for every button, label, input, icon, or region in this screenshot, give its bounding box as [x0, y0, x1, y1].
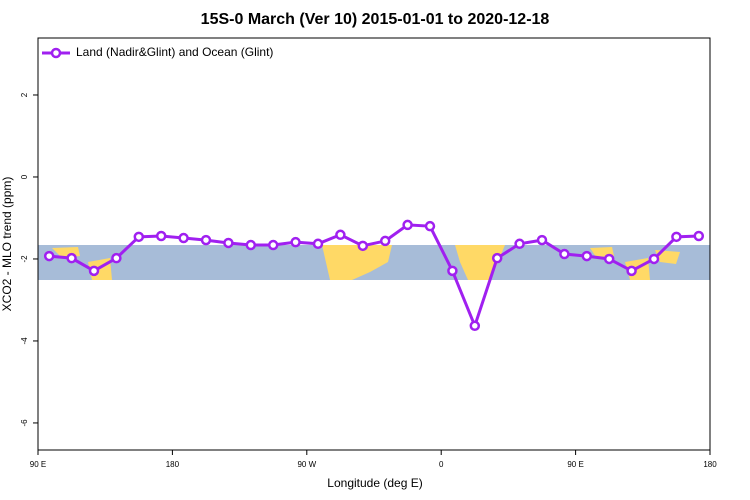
data-point	[43, 250, 55, 262]
data-point	[581, 250, 593, 262]
data-point	[178, 232, 189, 244]
data-point	[559, 248, 570, 260]
x-tick-label: 90 E	[567, 460, 583, 469]
y-axis-label: XCO2 - MLO trend (ppm)	[0, 177, 14, 312]
data-point	[514, 238, 525, 250]
data-point	[379, 235, 391, 247]
x-tick-label: 180	[166, 460, 180, 469]
chart-title: 15S-0 March (Ver 10) 2015-01-01 to 2020-…	[201, 11, 550, 28]
data-point	[648, 253, 660, 265]
data-point	[111, 252, 122, 264]
legend-label: Land (Nadir&Glint) and Ocean (Glint)	[76, 45, 273, 59]
data-point	[469, 320, 481, 332]
data-point	[267, 239, 279, 251]
x-tick-label: 90 E	[30, 460, 46, 469]
data-point	[155, 230, 167, 242]
plot-frame	[37, 37, 711, 451]
data-point	[671, 231, 682, 243]
data-point	[223, 237, 234, 249]
data-point	[335, 229, 346, 241]
data-point	[424, 220, 436, 232]
data-point	[626, 265, 637, 277]
data-point	[312, 238, 324, 250]
y-tick-label: -2	[20, 255, 29, 263]
data-point	[88, 265, 100, 277]
data-point	[536, 234, 548, 246]
data-point	[402, 219, 413, 231]
data-point	[693, 230, 705, 242]
y-tick-label: -6	[20, 419, 29, 427]
x-tick-label: 0	[439, 460, 444, 469]
data-point	[133, 231, 145, 243]
legend-marker	[50, 47, 62, 59]
map-background	[38, 245, 710, 280]
x-axis-label: Longitude (deg E)	[327, 476, 422, 490]
y-tick-label: 0	[20, 174, 29, 179]
x-tick-label: 180	[703, 460, 717, 469]
y-tick-label: 2	[20, 92, 29, 97]
data-point	[357, 240, 369, 252]
data-point	[200, 234, 212, 246]
y-tick-label: -4	[20, 337, 29, 345]
data-point	[491, 252, 503, 264]
data-point	[290, 236, 301, 248]
data-point	[245, 239, 257, 251]
data-point	[66, 252, 77, 264]
data-point	[603, 253, 615, 265]
x-tick-label: 90 W	[297, 460, 316, 469]
data-point	[447, 265, 458, 277]
